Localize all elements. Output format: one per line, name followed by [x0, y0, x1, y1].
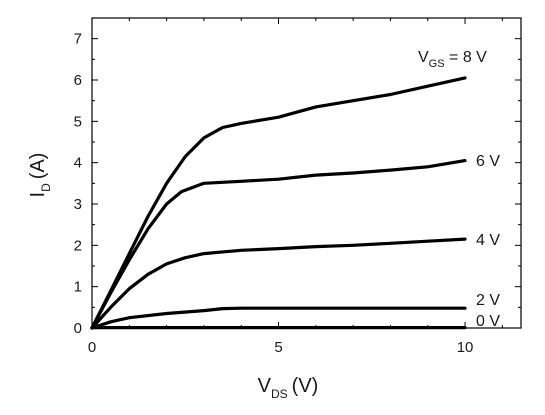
series-label-4: 0 V — [476, 313, 500, 330]
series-label-1: 6 V — [476, 153, 500, 170]
y-axis-title-main: I — [27, 192, 49, 198]
series-label-main: 4 V — [476, 232, 500, 249]
axes-layer: 0 1 2 3 4 5 6 7 0 5 10 — [74, 17, 522, 356]
series-label-main: 2 V — [476, 292, 500, 309]
x-tick-label: 5 — [274, 339, 282, 356]
y-axis-title-unit: (A) — [27, 153, 49, 180]
series-label-main: 6 V — [476, 153, 500, 170]
y-tick-label: 6 — [74, 72, 82, 89]
x-tick-label: 0 — [88, 339, 96, 356]
series-label-sub: GS — [429, 58, 445, 70]
x-axis-title-unit: (V) — [292, 375, 319, 397]
series-line-3 — [90, 306, 467, 330]
series-label-0: VGS = 8 V — [418, 49, 487, 70]
x-tick-label: 10 — [457, 339, 474, 356]
series-label-main: V — [418, 49, 429, 66]
y-axis-title: ID (A) — [27, 153, 53, 198]
labels-layer: VGS = 8 V 6 V 4 V 2 V 0 V — [418, 49, 500, 330]
series-label-3: 2 V — [476, 292, 500, 309]
y-axis-title-sub: D — [39, 183, 53, 192]
series-label-main: 0 V — [476, 313, 500, 330]
x-axis-title-sub: DS — [271, 387, 288, 401]
y-tick-label: 1 — [74, 279, 82, 296]
series-label-2: 4 V — [476, 232, 500, 249]
series-label-rest: = 8 V — [445, 49, 488, 66]
series-layer — [90, 76, 467, 330]
series-line-2 — [90, 237, 467, 330]
y-tick-label: 7 — [74, 31, 82, 48]
series-line-1 — [90, 159, 467, 330]
x-axis-title: VDS (V) — [258, 375, 319, 401]
y-tick-label: 0 — [74, 320, 82, 337]
y-tick-label: 3 — [74, 196, 82, 213]
y-tick-label: 4 — [74, 155, 82, 172]
y-tick-label: 2 — [74, 237, 82, 254]
x-axis-title-main: V — [258, 375, 272, 397]
y-tick-label: 5 — [74, 113, 82, 130]
series-line-0 — [90, 76, 467, 330]
